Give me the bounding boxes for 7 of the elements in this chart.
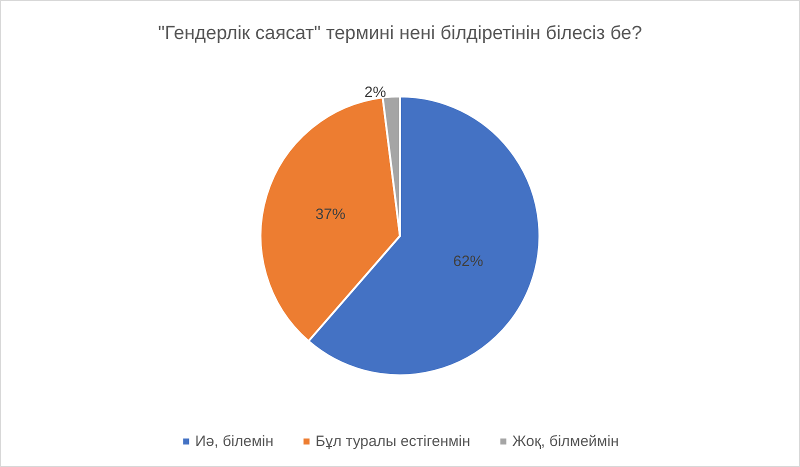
legend-label: Жоқ, білмеймін: [512, 433, 619, 450]
legend-label: Иә, білемін: [195, 433, 274, 450]
data-label: 62%: [453, 252, 484, 270]
chart-title: "Гендерлік саясат" термині нені білдіретінін білесіз бе?: [158, 23, 642, 44]
data-label: 37%: [315, 206, 346, 224]
data-label: 2%: [364, 84, 386, 102]
legend-label: Бұл туралы естігенмін: [316, 433, 470, 450]
